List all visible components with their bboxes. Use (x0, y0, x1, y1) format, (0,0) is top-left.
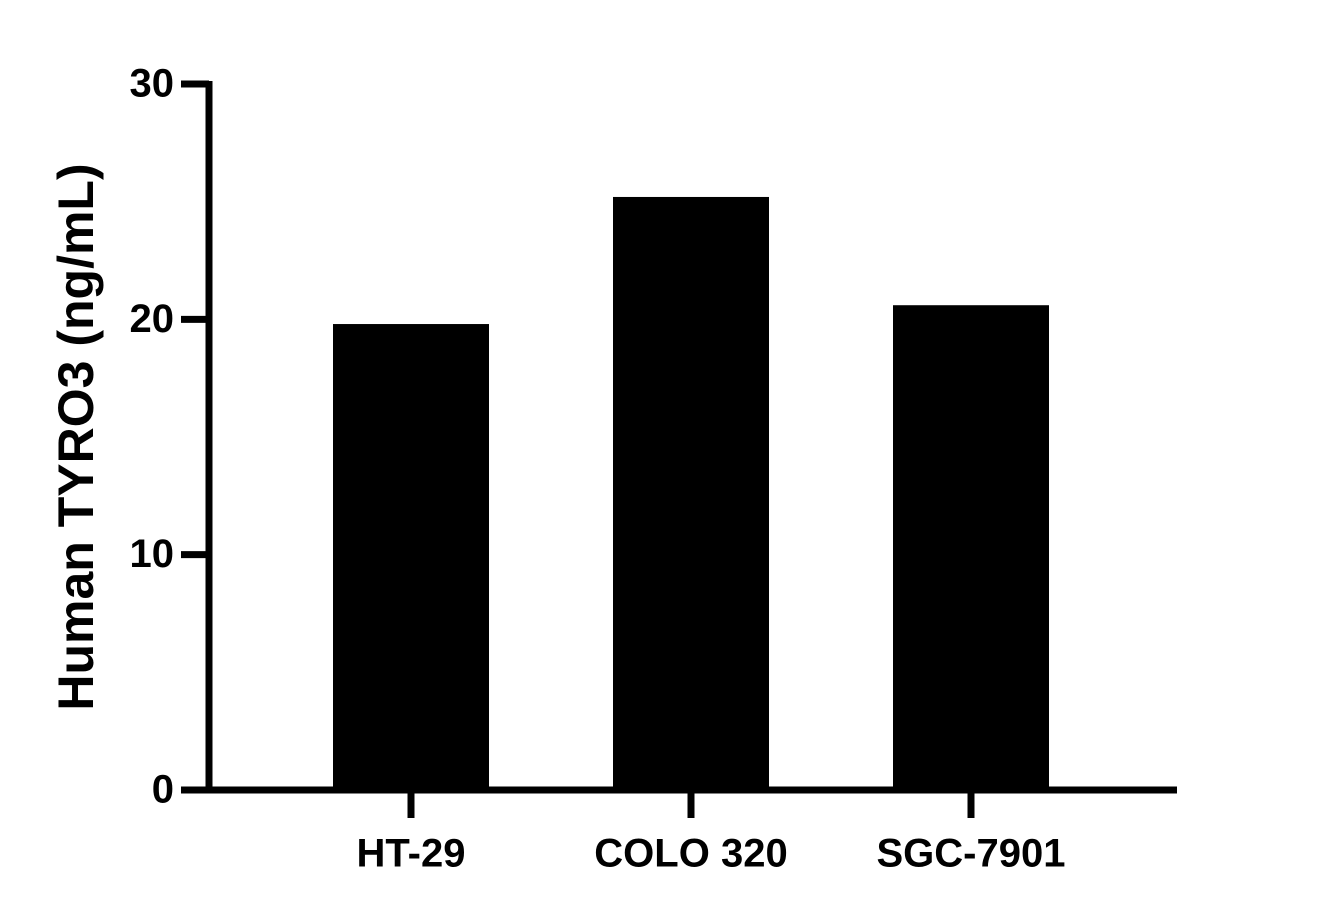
y-axis-title: Human TYRO3 (ng/mL) (48, 163, 104, 710)
x-tick-label: COLO 320 (594, 832, 787, 876)
x-tick-label: HT-29 (357, 832, 466, 876)
y-tick-label: 10 (130, 532, 175, 576)
x-tick-label: SGC-7901 (877, 832, 1066, 876)
y-tick-label: 0 (152, 768, 174, 812)
bar (613, 196, 769, 790)
y-tick-label: 20 (130, 297, 175, 341)
bar (893, 305, 1049, 790)
bar (333, 324, 489, 790)
y-tick-label: 30 (130, 62, 175, 106)
